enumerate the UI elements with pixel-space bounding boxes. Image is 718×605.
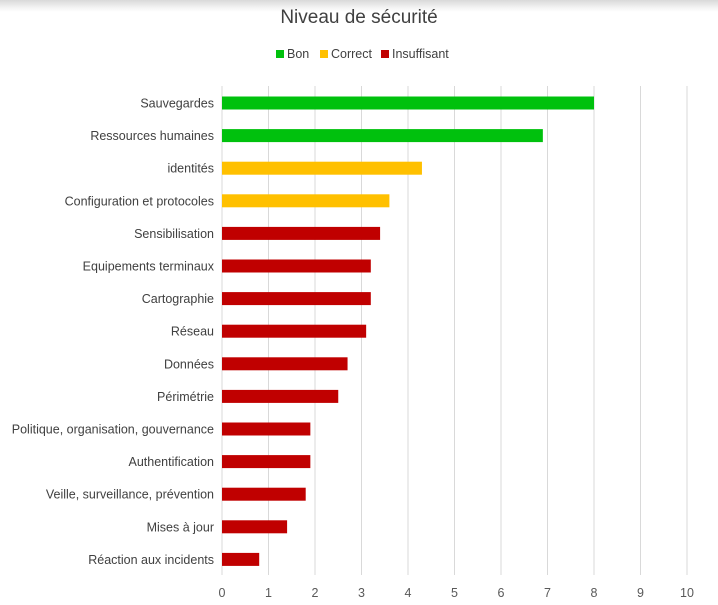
category-label: Politique, organisation, gouvernance xyxy=(12,423,214,437)
bar-insuffisant xyxy=(222,226,381,240)
legend-swatch-insuffisant xyxy=(381,50,389,58)
legend-swatch-correct xyxy=(320,50,328,58)
x-tick-label: 4 xyxy=(405,586,412,600)
category-label: Réaction aux incidents xyxy=(88,553,214,567)
category-label: Données xyxy=(164,357,214,371)
category-label: Configuration et protocoles xyxy=(65,194,214,208)
legend-label-bon: Bon xyxy=(287,47,309,61)
x-tick-label: 0 xyxy=(219,586,226,600)
bar-insuffisant xyxy=(222,357,348,371)
bar-insuffisant xyxy=(222,422,311,436)
category-label: Equipements terminaux xyxy=(83,260,215,274)
chart-legend: Bon Correct Insuffisant xyxy=(276,47,449,61)
x-tick-label: 9 xyxy=(637,586,644,600)
category-label: Veille, surveillance, prévention xyxy=(46,488,214,502)
chart-title: Niveau de sécurité xyxy=(280,7,437,28)
bar-insuffisant xyxy=(222,552,260,566)
legend-label-insuffisant: Insuffisant xyxy=(392,47,449,61)
bar-insuffisant xyxy=(222,455,311,469)
legend-label-correct: Correct xyxy=(331,47,373,61)
bar-correct xyxy=(222,161,422,175)
x-tick-label: 10 xyxy=(680,586,694,600)
bar-insuffisant xyxy=(222,389,339,403)
x-tick-label: 5 xyxy=(451,586,458,600)
bar-insuffisant xyxy=(222,259,371,273)
bar-bon xyxy=(222,129,543,143)
bar-insuffisant xyxy=(222,487,306,501)
category-label: Sensibilisation xyxy=(134,227,214,241)
category-labels: Sauvegardes Ressources humaines identités C… xyxy=(12,97,215,567)
category-label: Sauvegardes xyxy=(140,97,214,111)
bar-insuffisant xyxy=(222,292,371,306)
x-tick-label: 7 xyxy=(544,586,551,600)
category-label: Périmétrie xyxy=(157,390,214,404)
x-axis-ticks: 0 1 2 3 4 5 6 7 8 9 10 xyxy=(219,586,694,600)
x-tick-label: 1 xyxy=(265,586,272,600)
bars xyxy=(222,96,594,566)
bar-bon xyxy=(222,96,594,110)
category-label: Réseau xyxy=(171,325,214,339)
category-label: Ressources humaines xyxy=(90,129,214,143)
bar-insuffisant xyxy=(222,324,367,338)
x-tick-label: 2 xyxy=(312,586,319,600)
x-tick-label: 8 xyxy=(591,586,598,600)
category-label: Cartographie xyxy=(142,292,214,306)
category-label: Mises à jour xyxy=(147,520,214,534)
window-top-shadow xyxy=(0,0,718,12)
category-label: Authentification xyxy=(129,455,215,469)
bar-insuffisant xyxy=(222,520,288,534)
category-label: identités xyxy=(167,162,214,176)
legend-swatch-bon xyxy=(276,50,284,58)
x-tick-label: 3 xyxy=(358,586,365,600)
x-tick-label: 6 xyxy=(498,586,505,600)
bar-correct xyxy=(222,194,390,208)
